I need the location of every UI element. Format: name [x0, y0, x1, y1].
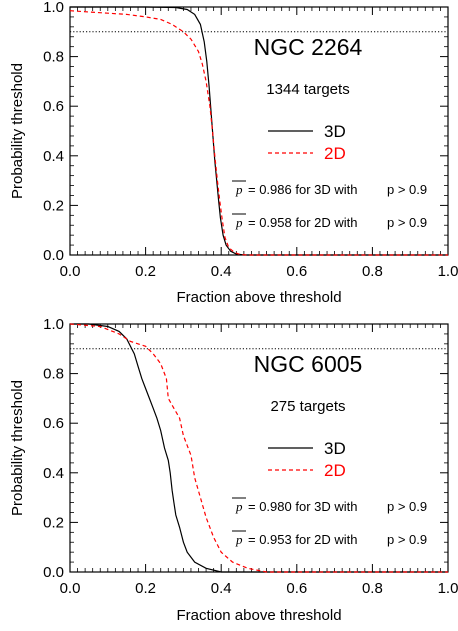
pbar-symbol: p — [235, 499, 243, 514]
x-tick-label: 0.4 — [211, 263, 232, 280]
legend-label-2d: 2D — [324, 144, 346, 163]
y-tick-label: 0.0 — [43, 564, 64, 581]
legend-label-3d: 3D — [324, 439, 346, 458]
stat-condition: p > 0.9 — [387, 215, 427, 230]
y-tick-label: 0.6 — [43, 98, 64, 115]
pbar-symbol: p — [235, 215, 243, 230]
stat-condition: p > 0.9 — [387, 499, 427, 514]
y-tick-label: 0.0 — [43, 247, 64, 264]
pbar-symbol: p — [235, 182, 243, 197]
stat-annotation: p = 0.958 for 2D with p > 0.9 — [232, 213, 427, 230]
y-tick-label: 0.4 — [43, 148, 64, 165]
x-tick-label: 0.0 — [60, 263, 81, 280]
panel-ngc-2264: 0.0 0.2 0.4 0.6 0.8 1.0 0.0 0.2 0.4 0.6 0.8 1.0 Frac… — [9, 0, 458, 306]
series-line-3d — [70, 6, 448, 256]
y-axis-title: Probability threshold — [9, 63, 26, 199]
pbar-symbol: p — [235, 532, 243, 547]
y-tick-label: 1.0 — [43, 0, 64, 16]
x-tick-label: 0.8 — [362, 263, 383, 280]
x-axis-title: Fraction above threshold — [176, 289, 341, 306]
stat-text: = 0.953 for 2D with — [248, 532, 357, 547]
legend-label-2d: 2D — [324, 461, 346, 480]
series-line-3d — [70, 323, 448, 573]
x-tick-label: 0.8 — [362, 580, 383, 597]
y-tick-label: 0.6 — [43, 415, 64, 432]
stat-annotation: p = 0.953 for 2D with p > 0.9 — [232, 530, 427, 547]
x-tick-label: 0.6 — [286, 263, 307, 280]
y-tick-label: 0.8 — [43, 49, 64, 66]
chart-subtitle: 1344 targets — [266, 81, 349, 98]
stat-text: = 0.986 for 3D with — [248, 182, 357, 197]
panel-ngc-6005: 0.0 0.2 0.4 0.6 0.8 1.0 0.0 0.2 0.4 0.6 0.8 1.0 Frac… — [9, 316, 458, 624]
stat-condition: p > 0.9 — [387, 532, 427, 547]
chart-title: NGC 6005 — [254, 351, 363, 377]
stat-text: = 0.958 for 2D with — [248, 215, 357, 230]
series-line-2d — [69, 323, 448, 573]
x-tick-label: 0.2 — [135, 580, 156, 597]
x-tick-label: 1.0 — [438, 580, 458, 597]
x-tick-label: 1.0 — [438, 263, 458, 280]
stat-annotation: p = 0.986 for 3D with p > 0.9 — [232, 180, 427, 197]
x-tick-label: 0.4 — [211, 580, 232, 597]
y-tick-label: 0.4 — [43, 465, 64, 482]
stat-condition: p > 0.9 — [387, 182, 427, 197]
y-tick-label: 0.2 — [43, 197, 64, 214]
x-tick-label: 0.6 — [286, 580, 307, 597]
chart-title: NGC 2264 — [254, 34, 363, 60]
legend-label-3d: 3D — [324, 122, 346, 141]
series-line-2d — [69, 10, 448, 256]
y-axis-title: Probability threshold — [9, 380, 26, 516]
y-tick-label: 1.0 — [43, 316, 64, 333]
y-tick-label: 0.2 — [43, 514, 64, 531]
x-axis-title: Fraction above threshold — [176, 607, 341, 624]
chart-subtitle: 275 targets — [270, 398, 345, 415]
x-tick-label: 0.2 — [135, 263, 156, 280]
x-tick-label: 0.0 — [60, 580, 81, 597]
stat-text: = 0.980 for 3D with — [248, 499, 357, 514]
y-tick-label: 0.8 — [43, 366, 64, 383]
stat-annotation: p = 0.980 for 3D with p > 0.9 — [232, 497, 427, 514]
